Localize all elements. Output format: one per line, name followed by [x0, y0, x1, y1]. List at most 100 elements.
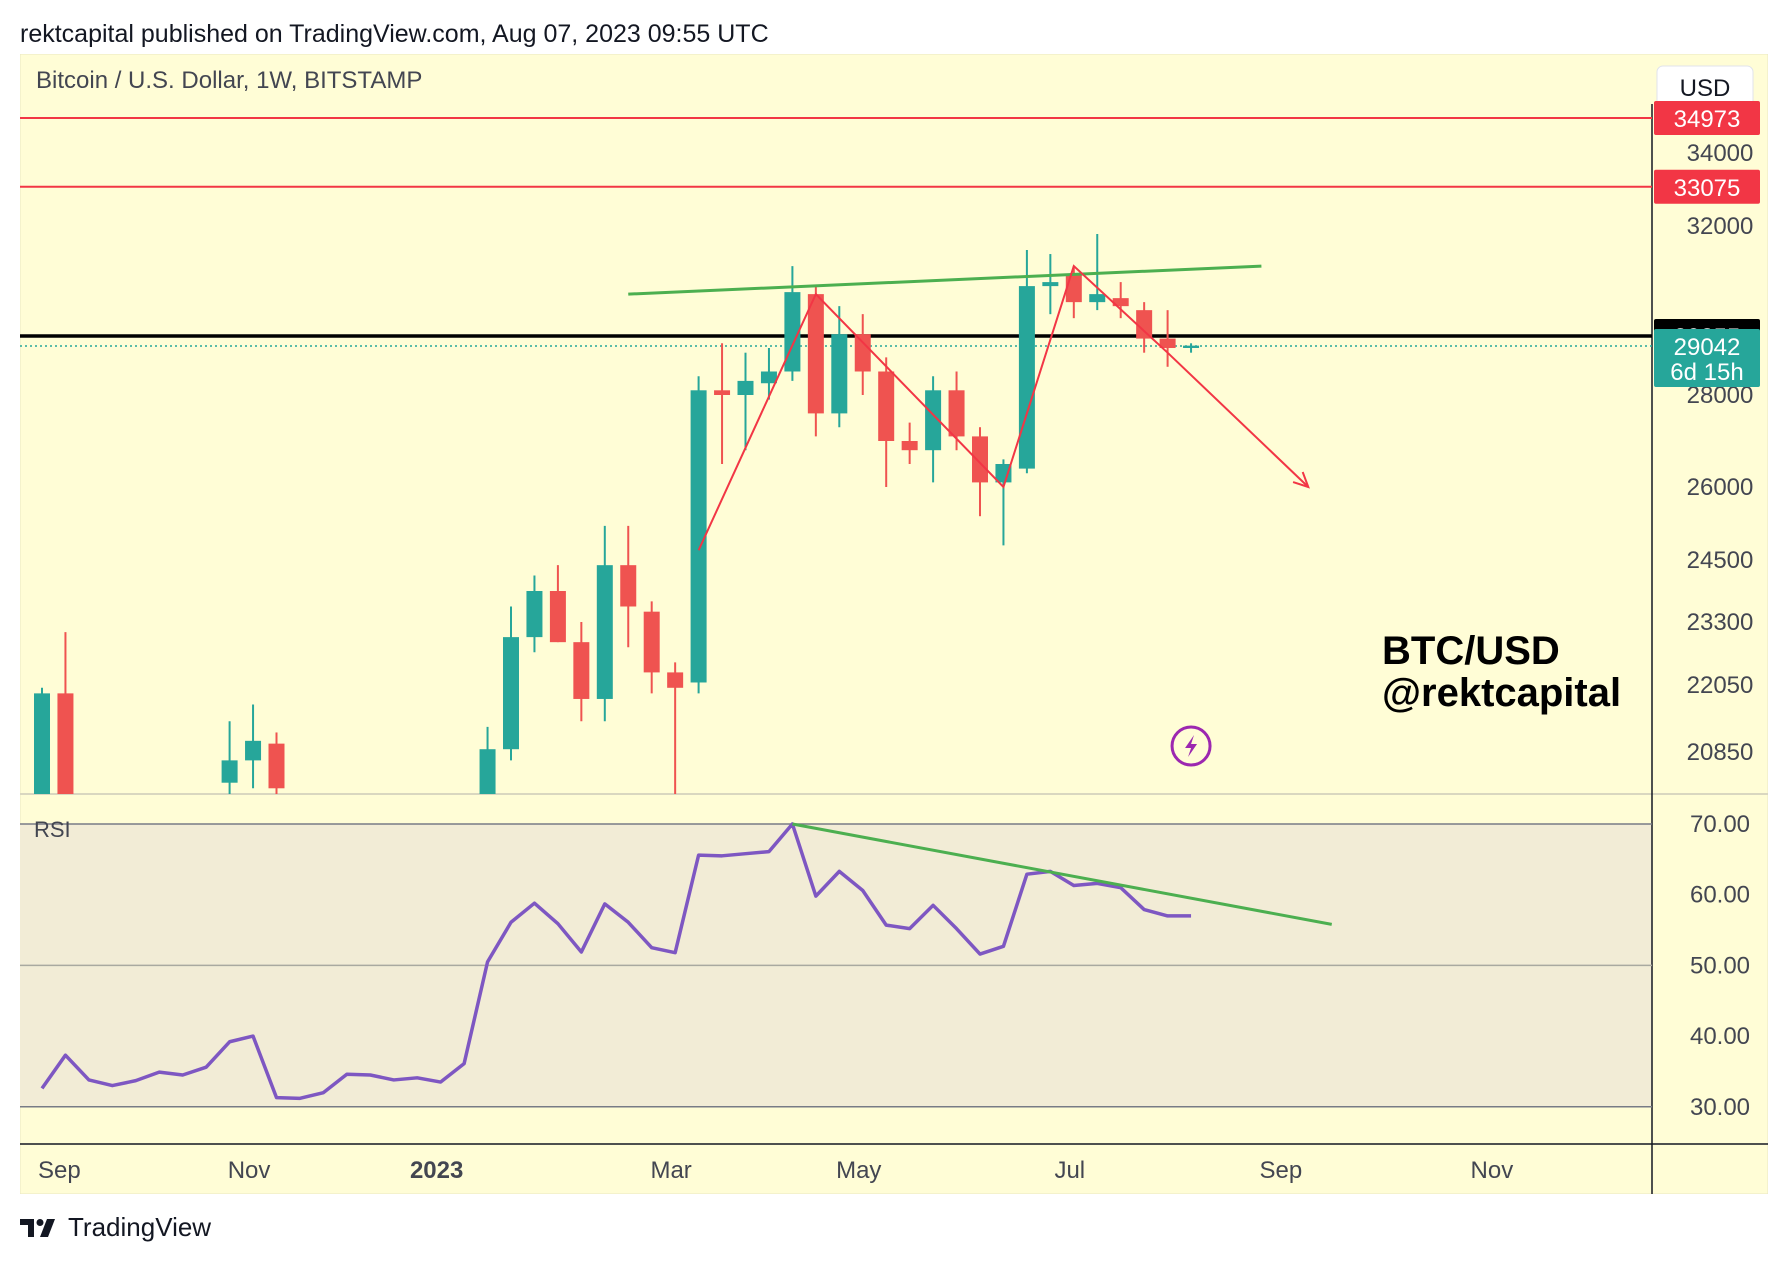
- price-scale-label-box: [1654, 169, 1760, 204]
- candle-body: [1089, 294, 1106, 303]
- candle-body: [573, 642, 590, 699]
- candle: [643, 601, 660, 694]
- candle-body: [784, 292, 801, 372]
- candle-body: [667, 672, 684, 688]
- candle: [995, 459, 1012, 546]
- candle-body: [948, 390, 965, 437]
- currency-button[interactable]: USD: [1656, 65, 1754, 109]
- candle: [549, 565, 566, 643]
- candle-body: [737, 380, 754, 395]
- last-price-label-text: 29042: [1674, 334, 1741, 361]
- candle: [1112, 282, 1129, 319]
- candle-body: [1159, 338, 1176, 348]
- candle: [1159, 310, 1176, 367]
- rsi-line: [40, 822, 1192, 1101]
- price-tick-label: 22050: [1687, 672, 1754, 699]
- price-tick-label: 23300: [1687, 609, 1754, 636]
- candle: [667, 662, 684, 794]
- time-axis-label: Nov: [1471, 1157, 1514, 1184]
- chart-frame[interactable]: Bitcoin / U.S. Dollar, 1W, BITSTAMP USD 34…: [20, 54, 1768, 1194]
- time-axis-label: Nov: [228, 1157, 271, 1184]
- candle: [245, 704, 262, 789]
- published-line: rektcapital published on TradingView.com…: [20, 20, 769, 48]
- lightning-icon: [1170, 725, 1212, 767]
- candle-body: [831, 334, 848, 414]
- tradingview-footer[interactable]: TradingView: [20, 1212, 211, 1243]
- lightning-icon-ring: [1170, 725, 1212, 767]
- candle-body: [1042, 282, 1059, 287]
- candle: [34, 687, 50, 794]
- watermark-line: BTC/USD: [1382, 629, 1560, 673]
- candle-body: [1112, 298, 1129, 307]
- price-scale-label-text: 34973: [1674, 106, 1741, 133]
- candle-body: [807, 294, 824, 414]
- candle: [57, 632, 74, 794]
- candle: [972, 427, 988, 517]
- chart-title: Bitcoin / U.S. Dollar, 1W, BITSTAMP: [36, 67, 422, 94]
- candle-body: [972, 436, 988, 483]
- candle: [784, 266, 801, 381]
- candle-body: [760, 371, 777, 384]
- candle: [690, 376, 707, 694]
- candle: [737, 352, 754, 451]
- candle-body: [1183, 345, 1200, 348]
- candle: [221, 721, 238, 794]
- projection-arrowhead: [1292, 471, 1310, 489]
- candle-body: [690, 390, 707, 683]
- candle: [854, 314, 871, 395]
- price-chart[interactable]: Bitcoin / U.S. Dollar, 1W, BITSTAMP USD 34…: [20, 54, 1768, 1194]
- price-scale-label-box: [1654, 101, 1760, 135]
- last-price-label-box: [1654, 329, 1760, 388]
- candle-body: [901, 441, 918, 451]
- price-pane: [20, 117, 1652, 794]
- footer-brand: TradingView: [68, 1212, 212, 1242]
- time-axis-label: Sep: [1259, 1157, 1302, 1184]
- candle: [714, 343, 731, 464]
- candle-body: [925, 390, 942, 451]
- rsi-pane: [20, 822, 1652, 1108]
- rsi-tick-label: 60.00: [1690, 882, 1750, 909]
- candle-body: [995, 464, 1012, 483]
- candle: [760, 347, 777, 400]
- candle-body: [503, 637, 519, 750]
- candle: [479, 726, 496, 794]
- price-scale-label: 34973: [1654, 101, 1760, 135]
- candle-body: [549, 591, 566, 643]
- time-axis-label: Sep: [38, 1157, 81, 1184]
- currency-button-label: USD: [1680, 75, 1731, 102]
- time-axis-label: Mar: [650, 1157, 691, 1184]
- candle-body: [57, 693, 74, 794]
- price-tick-label: 34000: [1687, 140, 1754, 167]
- candle: [620, 525, 637, 648]
- candle: [948, 371, 965, 451]
- candle-body: [854, 334, 871, 372]
- projection-path: [697, 264, 1309, 551]
- rsi-tick-label: 40.00: [1690, 1023, 1750, 1050]
- time-axis-label: May: [836, 1157, 881, 1184]
- candle: [573, 622, 590, 722]
- candle: [1183, 343, 1200, 353]
- candle-body: [526, 591, 543, 638]
- tradingview-logo-icon: [20, 1218, 55, 1237]
- candle-body: [479, 749, 496, 794]
- price-scale-label: 33075: [1654, 169, 1760, 204]
- candle-body: [1136, 310, 1153, 339]
- candle-body: [596, 565, 613, 699]
- watermark-line: @rektcapital: [1382, 671, 1621, 715]
- candle: [925, 376, 942, 483]
- candle: [1042, 254, 1059, 315]
- candle-body: [1065, 274, 1082, 303]
- price-tick-label: 20850: [1687, 739, 1754, 766]
- candle-body: [268, 743, 285, 789]
- candle: [596, 525, 613, 722]
- rsi-tick-label: 30.00: [1690, 1094, 1750, 1121]
- candle: [831, 306, 848, 428]
- candle: [901, 422, 918, 464]
- rsi-tick-label: 50.00: [1690, 952, 1750, 979]
- candle: [878, 357, 895, 487]
- candle-body: [221, 760, 238, 783]
- candle-body: [643, 611, 660, 673]
- resistance-trendline: [628, 264, 1262, 296]
- candle: [1136, 302, 1153, 353]
